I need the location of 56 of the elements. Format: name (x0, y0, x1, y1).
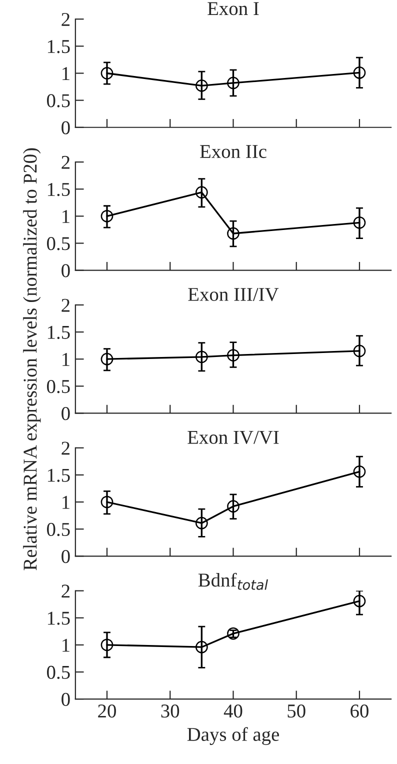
point (100, 210, 114, 222)
x-tick-label: 20 (98, 704, 116, 718)
chart-title: Exon I (208, 2, 259, 16)
chart-title: Exon IIc (200, 145, 266, 158)
y-tick-label: 2 (62, 584, 70, 598)
y-tick-label: 0.5 (47, 666, 70, 680)
point (227, 349, 240, 362)
y-tick-label: 1.5 (48, 40, 70, 54)
chart-title: Bdnf$_{total}$ (198, 572, 268, 590)
y-tick-label: 0 (62, 264, 70, 278)
point (353, 466, 366, 478)
y-tick-label: 0 (62, 550, 70, 564)
point (227, 227, 240, 240)
point (195, 186, 208, 199)
point (353, 594, 366, 608)
y-tick-label: 1 (62, 638, 70, 652)
y-tick-label: 1 (62, 496, 70, 509)
point (100, 352, 114, 366)
y-tick-label: 1.5 (48, 183, 70, 196)
y-tick-label: 1.5 (48, 468, 70, 482)
point (100, 67, 114, 80)
point (227, 76, 240, 90)
y-tick-label: 0.5 (47, 522, 70, 536)
y-tick-label: 2 (62, 442, 70, 455)
chart-title: Exon III/IV (188, 288, 279, 302)
point (353, 216, 366, 229)
y-tick-label: 1 (62, 210, 70, 223)
x-tick-label: 40 (224, 704, 242, 718)
y-tick-label: 2 (62, 298, 70, 312)
y-tick-label: 1.5 (48, 326, 70, 340)
y-tick-label: 0 (62, 121, 70, 134)
x-tick-label: 30 (161, 704, 180, 718)
point (195, 640, 208, 654)
point (100, 496, 114, 508)
x-axis-title: Days of age (187, 727, 279, 745)
y-axis-title: Relative mRNA expression levels (normalized to P20) (23, 148, 41, 570)
x-tick-label: 50 (288, 704, 306, 718)
y-tick-label: 1 (62, 352, 70, 366)
point (353, 66, 366, 79)
point (195, 350, 208, 364)
point (227, 500, 240, 513)
point (195, 516, 208, 530)
y-tick-label: 0 (62, 407, 70, 420)
point (353, 344, 366, 358)
y-tick-label: 1 (62, 67, 70, 80)
y-tick-label: 1.5 (48, 612, 70, 625)
x-tick-label: 60 (350, 704, 368, 718)
y-tick-label: 2 (62, 12, 70, 26)
chart-title: Exon IV/VI (188, 430, 279, 444)
point (195, 80, 208, 92)
y-tick-label: 2 (62, 156, 70, 169)
y-tick-label: 0.5 (47, 237, 70, 250)
point (100, 638, 114, 652)
y-tick-label: 0 (62, 692, 70, 706)
y-tick-label: 0.5 (47, 380, 70, 394)
y-tick-label: 0.5 (47, 94, 70, 108)
